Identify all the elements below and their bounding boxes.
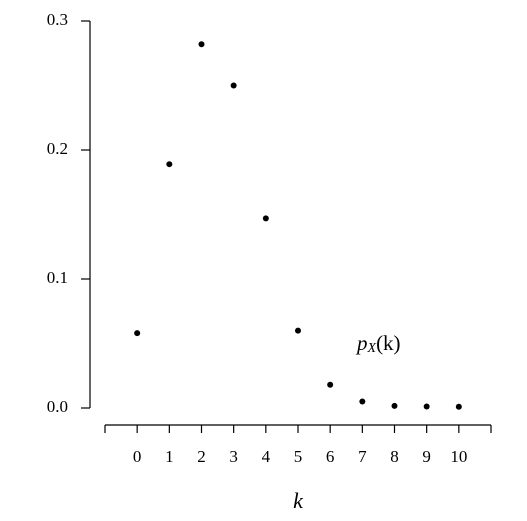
y-tick-label: 0.3: [47, 10, 68, 29]
y-tick-label: 0.1: [47, 268, 68, 287]
point: [359, 398, 366, 405]
x-tick-label: 8: [390, 447, 399, 466]
x-tick-label: 0: [133, 447, 142, 466]
point: [230, 82, 237, 89]
x-axis-label: k: [293, 488, 304, 513]
point: [134, 330, 141, 337]
annotation-subscript: X: [367, 341, 377, 356]
point: [295, 327, 301, 334]
point: [455, 403, 462, 410]
point: [423, 403, 430, 410]
point: [198, 41, 205, 48]
x-tick-label: 6: [326, 447, 335, 466]
x-tick-label: 2: [197, 447, 206, 466]
point: [166, 161, 173, 168]
point: [262, 215, 269, 222]
x-tick-label: 3: [229, 447, 238, 466]
x-tick-label: 5: [294, 447, 303, 466]
x-tick-label: 1: [165, 447, 174, 466]
x-tick-label: 7: [358, 447, 367, 466]
annotation-suffix: (k): [376, 331, 401, 355]
annotation-base: p: [355, 331, 368, 355]
x-tick-label: 10: [450, 447, 467, 466]
y-tick-label: 0.2: [47, 139, 68, 158]
y-tick-label: 0.0: [47, 397, 68, 416]
point: [391, 402, 398, 409]
x-tick-label: 4: [262, 447, 271, 466]
point: [327, 381, 334, 388]
annotation: pX(k): [355, 331, 401, 356]
x-tick-label: 9: [422, 447, 431, 466]
